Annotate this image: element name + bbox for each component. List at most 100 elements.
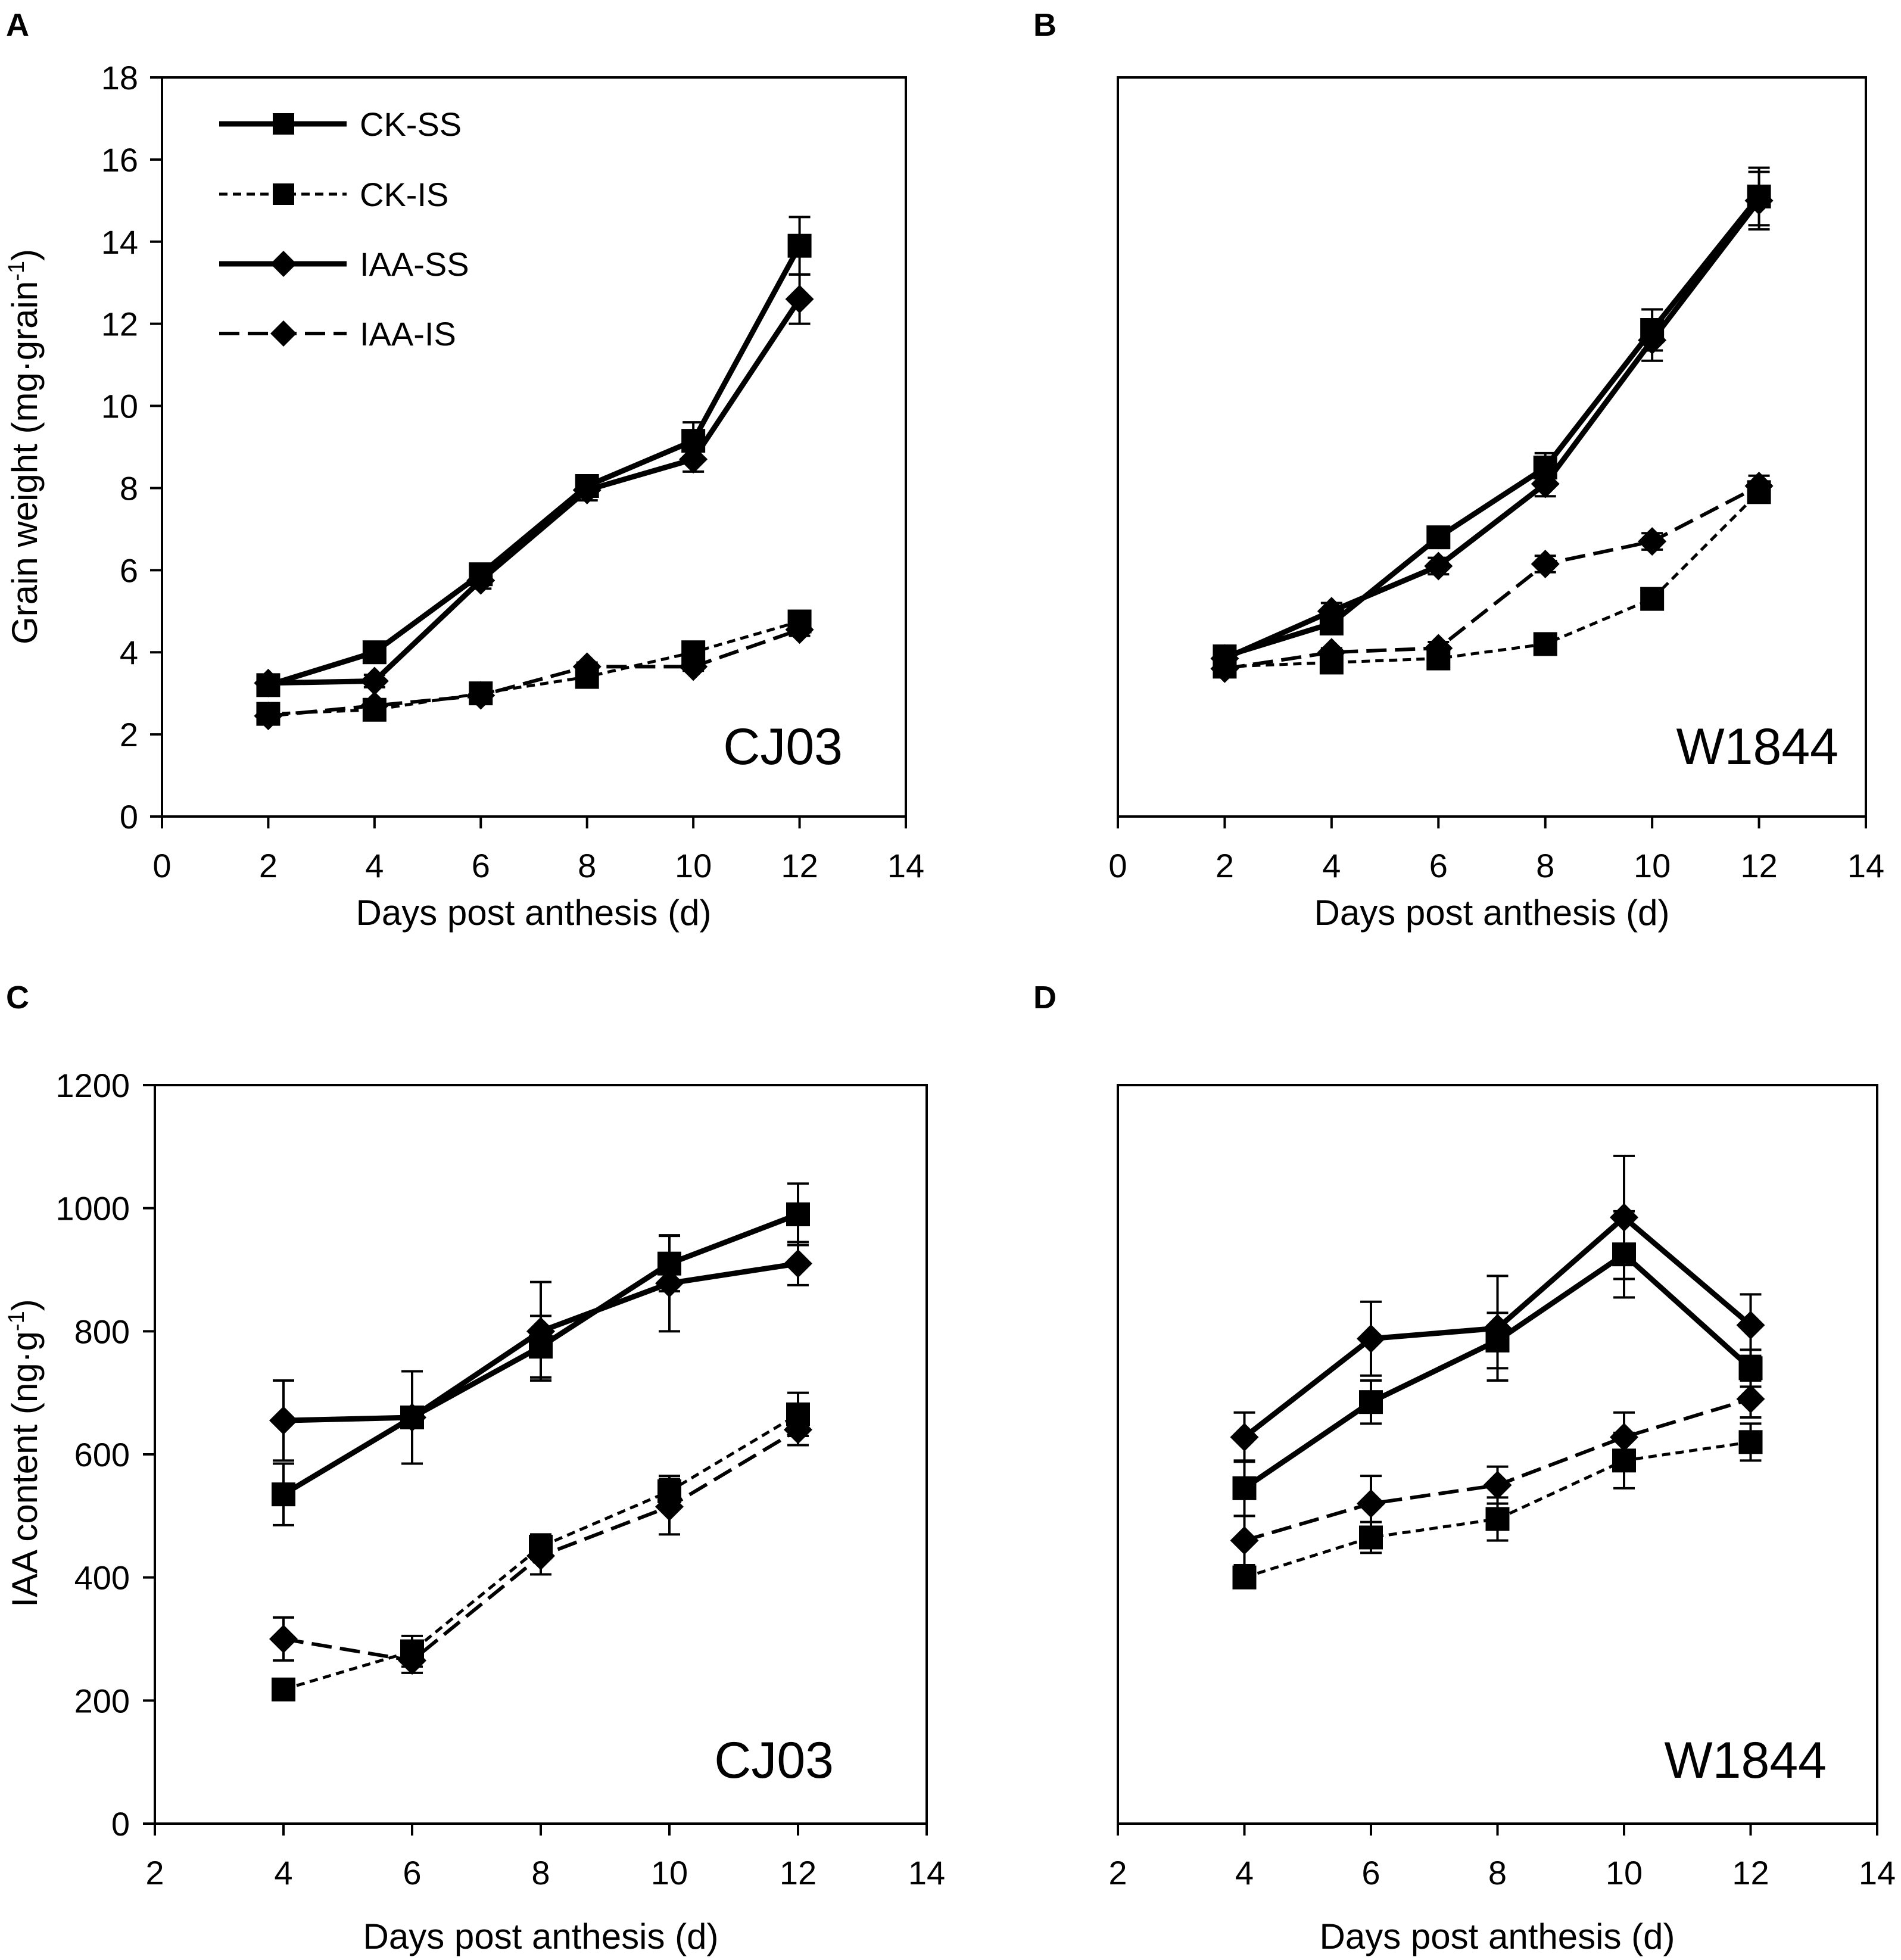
series-line-iaa-ss	[1223, 199, 1762, 661]
x-tick-label: 2	[1216, 847, 1234, 884]
data-point-ck-is	[1533, 632, 1557, 656]
x-tick-label: 8	[1488, 1854, 1507, 1892]
data-point-ck-ss	[272, 1482, 295, 1507]
data-point-iaa-is	[526, 1541, 555, 1571]
y-tick-label: 800	[74, 1313, 130, 1350]
y-tick-label: 6	[120, 551, 138, 589]
chart-panel-a: 0 2 4 6 8 10 12 14 0 2 4 6 8 10 12 14 16 18 CJ03 Days pos…	[4, 59, 924, 933]
y-tick-label: 2	[120, 716, 138, 753]
data-point-iaa-is	[360, 691, 389, 720]
series-iaa-ss-b	[1210, 170, 1774, 673]
x-axis-label-a: Days post anthesis (d)	[356, 893, 712, 933]
y-tick-label: 1200	[55, 1067, 130, 1104]
data-point-iaa-ss	[1317, 597, 1346, 626]
panel-letter-c: C	[6, 980, 29, 1015]
data-point-iaa-ss	[526, 1317, 555, 1346]
y-tick-label: 16	[101, 141, 138, 179]
data-point-ck-ss	[787, 233, 812, 258]
data-point-iaa-is	[466, 681, 495, 710]
x-tick-label: 14	[1859, 1854, 1896, 1892]
series-ck-ss-a	[256, 216, 812, 697]
data-point-iaa-is	[1483, 1470, 1512, 1500]
data-point-iaa-is	[1424, 634, 1453, 663]
data-point-iaa-ss	[1230, 1423, 1259, 1452]
x-tick-label: 2	[1108, 1854, 1127, 1892]
x-tick-label: 6	[403, 1854, 421, 1892]
x-tick-label: 14	[1847, 847, 1884, 884]
x-tick-label: 10	[1606, 1854, 1643, 1892]
y-tick-label: 200	[74, 1682, 130, 1719]
x-tick-label: 0	[152, 847, 171, 884]
data-point-iaa-ss	[1736, 1311, 1765, 1339]
plot-area-c	[154, 1084, 928, 1825]
y-tick-label: 0	[111, 1805, 130, 1843]
series-iaa-ss-d	[1230, 1154, 1765, 1463]
x-axis-label-c: Days post anthesis (d)	[363, 1917, 719, 1956]
data-point-iaa-is	[1736, 1385, 1765, 1413]
x-tick-label: 12	[1740, 847, 1777, 884]
data-point-iaa-ss	[360, 666, 389, 696]
chart-title-b: W1844	[1676, 718, 1839, 775]
data-point-iaa-ss	[1610, 1203, 1638, 1232]
data-point-ck-ss	[1232, 1476, 1257, 1500]
data-point-iaa-is	[784, 1415, 812, 1444]
data-point-iaa-ss	[398, 1403, 426, 1432]
series-iaa-ss-c	[269, 1234, 812, 1465]
plot-area-d	[1117, 1084, 1878, 1825]
data-point-ck-ss	[786, 1202, 810, 1226]
data-point-iaa-ss	[1483, 1314, 1512, 1343]
panel-letter-a: A	[6, 7, 29, 43]
data-point-iaa-is	[785, 615, 814, 644]
y-tick-label: 8	[120, 469, 138, 507]
series-line-iaa-is	[1224, 484, 1760, 671]
chart-panel-b: 0 2 4 6 8 10 12 14 W1844 Days post anthesis (d)	[1108, 76, 1884, 933]
data-point-iaa-ss	[679, 445, 708, 474]
series-line-ck-ss	[1224, 195, 1762, 659]
data-point-iaa-ss	[1357, 1324, 1385, 1353]
legend-item-iaa-is: IAA-IS	[219, 315, 456, 353]
y-tick-label: 10	[101, 388, 138, 425]
data-point-iaa-is	[269, 1625, 298, 1653]
legend-item-ck-is: CK-IS	[219, 176, 448, 213]
data-point-ck-is	[1738, 1430, 1763, 1454]
chart-panel-c: 2 4 6 8 10 12 14 0 200 400 600 800 1000 1200 CJ03 Day…	[4, 1067, 945, 1956]
data-point-iaa-ss	[466, 566, 495, 595]
data-point-iaa-is	[679, 652, 708, 681]
data-point-iaa-ss	[572, 475, 602, 504]
data-point-iaa-ss	[269, 1406, 298, 1435]
data-point-iaa-is	[254, 702, 283, 731]
data-point-ck-is	[1640, 587, 1665, 611]
panel-letter-d: D	[1033, 980, 1057, 1015]
x-axis-label-b: Days post anthesis (d)	[1314, 893, 1670, 933]
x-tick-label: 12	[781, 847, 818, 884]
series-ck-ss-b	[1213, 166, 1771, 669]
x-tick-label: 0	[1108, 847, 1127, 884]
y-tick-label: 400	[74, 1559, 130, 1597]
plot-area-a	[161, 76, 907, 818]
series-line-iaa-ss	[268, 297, 802, 686]
data-point-iaa-is	[1230, 1526, 1259, 1555]
legend-label-ck-ss: CK-SS	[360, 105, 462, 143]
data-point-ck-is	[1232, 1565, 1257, 1590]
x-tick-label: 10	[651, 1854, 688, 1892]
series-iaa-is-d	[1230, 1379, 1765, 1566]
x-tick-label: 14	[908, 1854, 945, 1892]
series-ck-is-d	[1232, 1422, 1763, 1590]
data-point-iaa-is	[1744, 471, 1774, 500]
data-point-iaa-ss	[1638, 326, 1667, 355]
series-iaa-is-a	[254, 615, 814, 731]
x-tick-label: 4	[274, 1854, 292, 1892]
data-point-iaa-is	[1531, 549, 1560, 578]
data-point-ck-ss	[1359, 1390, 1383, 1414]
data-point-iaa-is	[1610, 1423, 1638, 1452]
legend-label-ck-is: CK-IS	[360, 176, 448, 213]
x-tick-label: 6	[1429, 847, 1448, 884]
data-point-iaa-ss	[1531, 469, 1560, 498]
x-axis-label-d: Days post anthesis (d)	[1320, 1917, 1675, 1956]
x-tick-label: 14	[887, 847, 924, 884]
legend-label-iaa-is: IAA-IS	[360, 315, 456, 353]
x-tick-label: 4	[365, 847, 384, 884]
series-iaa-is-b	[1210, 471, 1774, 683]
legend: CK-SS CK-IS IAA-SS IAA-IS	[219, 105, 469, 353]
x-tick-label: 8	[578, 847, 596, 884]
